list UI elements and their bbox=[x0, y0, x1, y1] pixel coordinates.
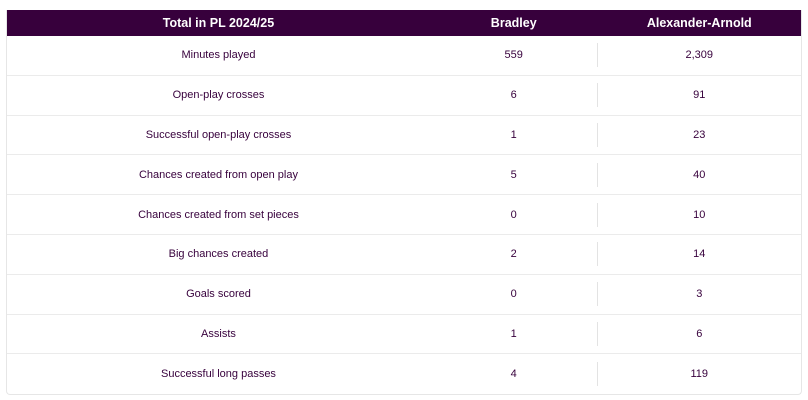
alexander-arnold-value: 3 bbox=[696, 288, 703, 301]
header-player-alexander-arnold: Alexander-Arnold bbox=[646, 16, 752, 30]
table-row: Successful long passes 4 119 bbox=[7, 354, 801, 394]
stat-label: Minutes played bbox=[181, 49, 256, 62]
alexander-arnold-value: 6 bbox=[696, 327, 703, 340]
stat-label: Open-play crosses bbox=[172, 89, 265, 102]
alexander-arnold-value: 40 bbox=[693, 168, 706, 181]
alexander-arnold-value: 2,309 bbox=[685, 49, 714, 62]
table-row: Minutes played 559 2,309 bbox=[7, 36, 801, 76]
stat-label: Successful open-play crosses bbox=[145, 128, 292, 141]
header-stat: Total in PL 2024/25 bbox=[162, 16, 275, 30]
stat-label: Goals scored bbox=[186, 288, 251, 301]
header-player-bradley: Bradley bbox=[490, 16, 537, 30]
stat-label: Chances created from set pieces bbox=[138, 208, 299, 221]
stat-label: Chances created from open play bbox=[138, 168, 298, 181]
table-header: Total in PL 2024/25 Bradley Alexander-Ar… bbox=[7, 10, 801, 36]
table-row: Successful open-play crosses 1 23 bbox=[7, 116, 801, 156]
alexander-arnold-value: 91 bbox=[693, 89, 706, 102]
table-row: Goals scored 0 3 bbox=[7, 275, 801, 315]
alexander-arnold-value: 23 bbox=[693, 128, 706, 141]
alexander-arnold-value: 14 bbox=[693, 248, 706, 261]
stat-label: Big chances created bbox=[168, 248, 269, 261]
alexander-arnold-value: 10 bbox=[693, 208, 706, 221]
comparison-table: Total in PL 2024/25 Bradley Alexander-Ar… bbox=[6, 10, 802, 396]
alexander-arnold-value: 119 bbox=[690, 368, 709, 381]
table-row: Open-play crosses 6 91 bbox=[7, 76, 801, 116]
stat-label: Successful long passes bbox=[160, 368, 276, 381]
table-row: Chances created from set pieces 0 10 bbox=[7, 195, 801, 235]
table-row: Chances created from open play 5 40 bbox=[7, 155, 801, 196]
table-row: Big chances created 2 14 bbox=[7, 235, 801, 275]
table-row: Assists 1 6 bbox=[7, 315, 801, 355]
stat-label: Assists bbox=[201, 327, 236, 340]
